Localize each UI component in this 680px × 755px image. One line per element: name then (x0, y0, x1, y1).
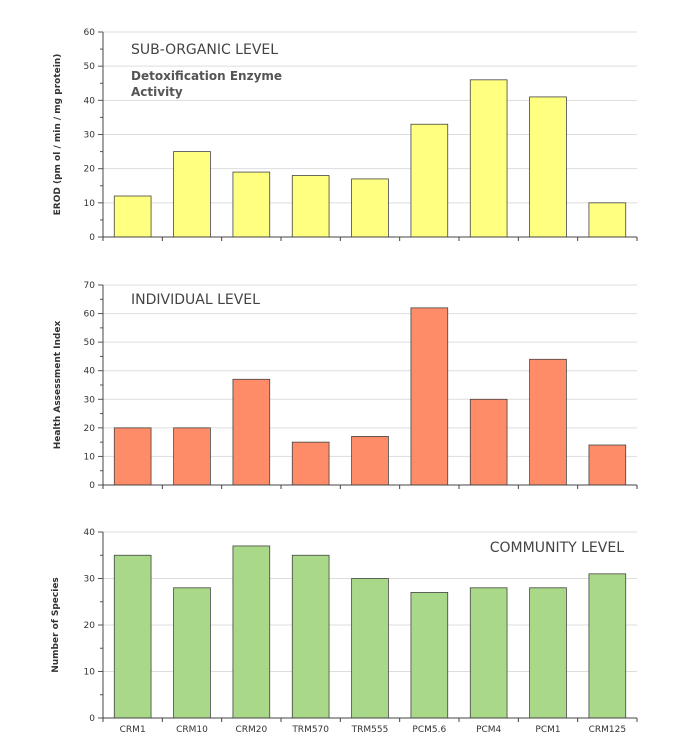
y-axis-title: EROD (pm ol / min / mg protein) (53, 54, 63, 216)
panel-subtitle-line: Activity (131, 85, 183, 99)
chart-panel-2: 0 10 20 30 40 50 60 70 Health Assessment Index IN… (53, 281, 638, 491)
x-tick-label: PCM4 (476, 725, 501, 735)
x-tick-label: TRM555 (351, 725, 389, 735)
y-tick-label: 0 (89, 714, 95, 724)
bar-PCM5.6 (410, 592, 449, 719)
bar-PCM1 (529, 96, 567, 238)
y-tick-label: 10 (84, 199, 96, 209)
chart-panel-1: 0 10 20 30 40 50 60 EROD (pm ol / min / mg prot… (53, 28, 638, 243)
bar-CRM10 (173, 427, 211, 486)
panel-title: INDIVIDUAL LEVEL (131, 292, 260, 308)
bar-CRM1 (113, 195, 152, 238)
bar-CRM125 (588, 202, 627, 238)
panel-subtitle-line: Detoxification Enzyme (131, 69, 282, 83)
x-tick-label: PCM1 (535, 725, 560, 735)
y-tick-label: 60 (84, 28, 96, 38)
bar-CRM125 (588, 573, 627, 719)
panel-title: SUB-ORGANIC LEVEL (131, 42, 278, 58)
bar-TRM555 (351, 436, 389, 486)
x-tick-label: PCM5.6 (412, 725, 446, 735)
bar-PCM5.6 (410, 307, 449, 486)
y-tick-label: 10 (84, 668, 96, 678)
y-tick-label: 60 (84, 310, 96, 320)
bar-CRM10 (173, 151, 211, 238)
y-tick-label: 0 (89, 233, 95, 243)
y-tick-label: 30 (84, 131, 96, 141)
x-tick-label: CRM1 (120, 725, 146, 735)
y-tick-label: 40 (84, 367, 96, 377)
panel-title: COMMUNITY LEVEL (490, 540, 624, 556)
y-tick-label: 0 (89, 481, 95, 491)
bar-CRM1 (113, 554, 152, 719)
y-tick-label: 70 (84, 281, 96, 291)
bar-CRM20 (232, 545, 271, 719)
y-tick-label: 20 (84, 165, 96, 175)
bar-CRM20 (232, 171, 271, 238)
bar-TRM570 (291, 175, 330, 238)
y-tick-label: 40 (84, 528, 96, 538)
bar-TRM570 (291, 554, 330, 719)
y-tick-label: 20 (84, 424, 96, 434)
bar-TRM555 (351, 578, 389, 719)
y-tick-label: 30 (84, 395, 96, 405)
y-tick-label: 40 (84, 96, 96, 106)
bar-TRM555 (351, 178, 389, 238)
y-axis-title: Number of Species (51, 577, 61, 673)
y-tick-label: 20 (84, 621, 96, 631)
bar-PCM5.6 (410, 123, 449, 238)
bar-PCM4 (469, 398, 508, 486)
y-tick-label: 50 (84, 338, 96, 348)
bar-PCM4 (469, 587, 508, 719)
y-tick-label: 10 (84, 452, 96, 462)
x-tick-label: CRM10 (176, 725, 208, 735)
x-tick-label: TRM570 (291, 725, 329, 735)
chart-panel-3: 0 10 20 30 40 CRM1 CRM10 CRM20 TRM570 TRM555 PCM5.… (51, 528, 638, 735)
y-tick-label: 50 (84, 62, 96, 72)
x-tick-label: CRM20 (235, 725, 267, 735)
y-axis-title: Health Assessment Index (53, 321, 63, 450)
bar-CRM125 (588, 444, 627, 486)
bar-TRM570 (291, 441, 330, 486)
y-tick-label: 30 (84, 575, 96, 585)
bar-CRM1 (113, 427, 152, 486)
bar-CRM10 (173, 587, 211, 719)
bar-PCM4 (469, 79, 508, 238)
bar-CRM20 (232, 378, 271, 486)
bar-PCM1 (529, 587, 567, 719)
x-tick-label: CRM125 (589, 725, 626, 735)
bar-PCM1 (529, 358, 567, 486)
